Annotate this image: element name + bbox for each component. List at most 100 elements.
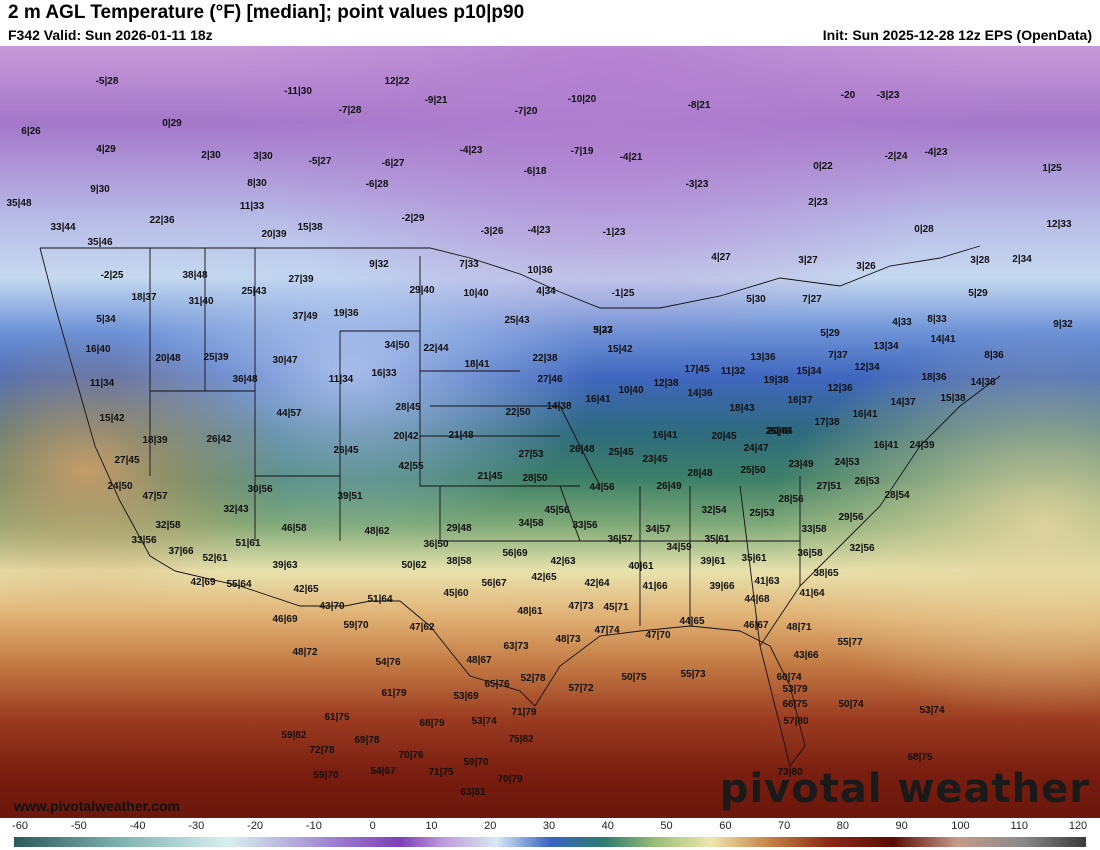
point-value-label: 12|33 <box>1046 219 1072 230</box>
point-value-label: 22|38 <box>532 353 558 364</box>
point-value-label: 8|30 <box>247 178 267 189</box>
point-value-label: 51|61 <box>235 538 261 549</box>
point-value-label: 44|65 <box>679 616 705 627</box>
point-value-label: 14|38 <box>546 401 572 412</box>
point-value-label: 17|45 <box>684 364 710 375</box>
point-value-label: 33|44 <box>50 222 76 233</box>
colorbar-tick-label: 60 <box>719 820 732 832</box>
point-value-label: 60|74 <box>776 672 802 683</box>
point-value-label: -5|28 <box>95 76 119 87</box>
colorbar-tick-label: -30 <box>188 820 205 832</box>
point-value-label: 41|63 <box>754 576 780 587</box>
point-value-label: 70|76 <box>398 750 424 761</box>
point-value-label: 14|37 <box>890 397 916 408</box>
point-value-label: 29|40 <box>409 285 435 296</box>
point-value-label: 17|38 <box>814 417 840 428</box>
point-value-label: 53|74 <box>471 716 497 727</box>
point-value-label: 8|33 <box>927 314 947 325</box>
point-value-label: 22|50 <box>505 407 531 418</box>
init-time: Init: Sun 2025-12-28 12z EPS (OpenData) <box>822 27 1092 43</box>
point-value-label: 59|70 <box>343 620 369 631</box>
point-value-label: 35|46 <box>87 237 113 248</box>
point-value-label: 32|56 <box>849 543 875 554</box>
point-value-label: 34|57 <box>645 524 671 535</box>
point-value-label: 48|73 <box>555 634 581 645</box>
point-value-label: 45|71 <box>603 602 629 613</box>
point-value-label: 72|78 <box>309 745 335 756</box>
temperature-map[interactable]: -5|28 -11|30 12|22 -9|21 -10|20 -8|21 -20 -3|23… <box>0 46 1100 818</box>
point-value-label: 55|64 <box>226 579 252 590</box>
point-value-label: 25|45 <box>608 447 634 458</box>
point-value-label: 59|70 <box>463 757 489 768</box>
point-value-label: 50|62 <box>401 560 427 571</box>
point-value-label: 18|39 <box>142 435 168 446</box>
point-value-label: 48|61 <box>517 606 543 617</box>
point-value-label: 54|76 <box>375 657 401 668</box>
point-value-label: 73|80 <box>777 767 803 778</box>
point-value-label: 40|61 <box>628 561 654 572</box>
boundaries <box>39 245 1001 768</box>
point-value-label: 9|30 <box>90 184 110 195</box>
point-value-label: 52|61 <box>202 553 228 564</box>
point-value-label: 70|79 <box>497 774 523 785</box>
point-value-label: 27|39 <box>288 274 314 285</box>
point-value-label: 27|53 <box>518 449 544 460</box>
point-value-label: 47|57 <box>142 491 168 502</box>
point-value-label: 1|25 <box>1042 163 1062 174</box>
point-value-label: 39|63 <box>272 560 298 571</box>
point-value-label: 25|43 <box>504 315 530 326</box>
point-value-label: 4|29 <box>96 144 116 155</box>
point-value-label: 56|67 <box>481 578 507 589</box>
point-value-label: 20|48 <box>155 353 181 364</box>
point-value-label: 16|40 <box>85 344 111 355</box>
point-value-label: -9|21 <box>424 95 448 106</box>
point-value-label: 42|63 <box>550 556 576 567</box>
point-value-label: 42|65 <box>293 584 319 595</box>
point-value-label: 14|41 <box>930 334 956 345</box>
point-value-label: 20|39 <box>261 229 287 240</box>
point-value-label: 63|81 <box>460 787 486 798</box>
point-value-label: 48|62 <box>364 526 390 537</box>
colorbar-tick-label: 30 <box>542 820 556 832</box>
point-value-label: 57|72 <box>568 683 594 694</box>
point-value-label: 26|48 <box>569 444 595 455</box>
point-value-label: 19|36 <box>333 308 359 319</box>
point-value-label: 5|33 <box>593 325 613 336</box>
colorbar-tick-label: 70 <box>777 820 791 832</box>
pivotal-weather-logo: pivotal weather <box>719 766 1090 812</box>
colorbar-tick-label: 90 <box>895 820 908 832</box>
point-value-label: 38|58 <box>446 556 472 567</box>
point-value-label: 26|53 <box>854 476 880 487</box>
point-value-label: -10|20 <box>567 94 597 105</box>
point-value-label: 57|80 <box>783 716 809 727</box>
point-value-label: 7|27 <box>802 294 822 305</box>
point-value-label: 11|34 <box>328 374 354 385</box>
point-value-label: 4|34 <box>536 286 556 297</box>
colorbar-tick-label: -10 <box>305 820 322 832</box>
point-value-label: 24|47 <box>743 443 769 454</box>
point-value-label: -2|25 <box>100 270 124 281</box>
point-value-label: 18|43 <box>729 403 755 414</box>
point-value-label: 27|45 <box>114 455 140 466</box>
point-value-label: 16|41 <box>585 394 611 405</box>
point-value-label: 43|70 <box>319 601 345 612</box>
point-value-label: 51|64 <box>367 594 393 605</box>
point-value-label: 42|65 <box>531 572 557 583</box>
point-value-label: -5|27 <box>308 156 332 167</box>
point-value-label: 11|34 <box>89 378 115 389</box>
point-value-label: 9|32 <box>1053 319 1073 330</box>
point-value-label: 15|38 <box>297 222 323 233</box>
point-value-label: 42|64 <box>584 578 610 589</box>
point-value-label: 30|47 <box>272 355 298 366</box>
point-value-label: 36|57 <box>607 534 633 545</box>
point-value-label: 39|51 <box>337 491 363 502</box>
point-value-label: 0|28 <box>914 224 934 235</box>
point-value-label: 61|75 <box>324 712 350 723</box>
point-value-label: 12|38 <box>653 378 679 389</box>
point-value-label: 0|29 <box>162 118 182 129</box>
map-field <box>0 46 1100 818</box>
point-value-label: 28|56 <box>778 494 804 505</box>
map-header: 2 m AGL Temperature (°F) [median]; point… <box>0 0 1100 46</box>
colorbar-tick-label: -40 <box>129 820 146 832</box>
point-value-label: 46|67 <box>743 620 769 631</box>
